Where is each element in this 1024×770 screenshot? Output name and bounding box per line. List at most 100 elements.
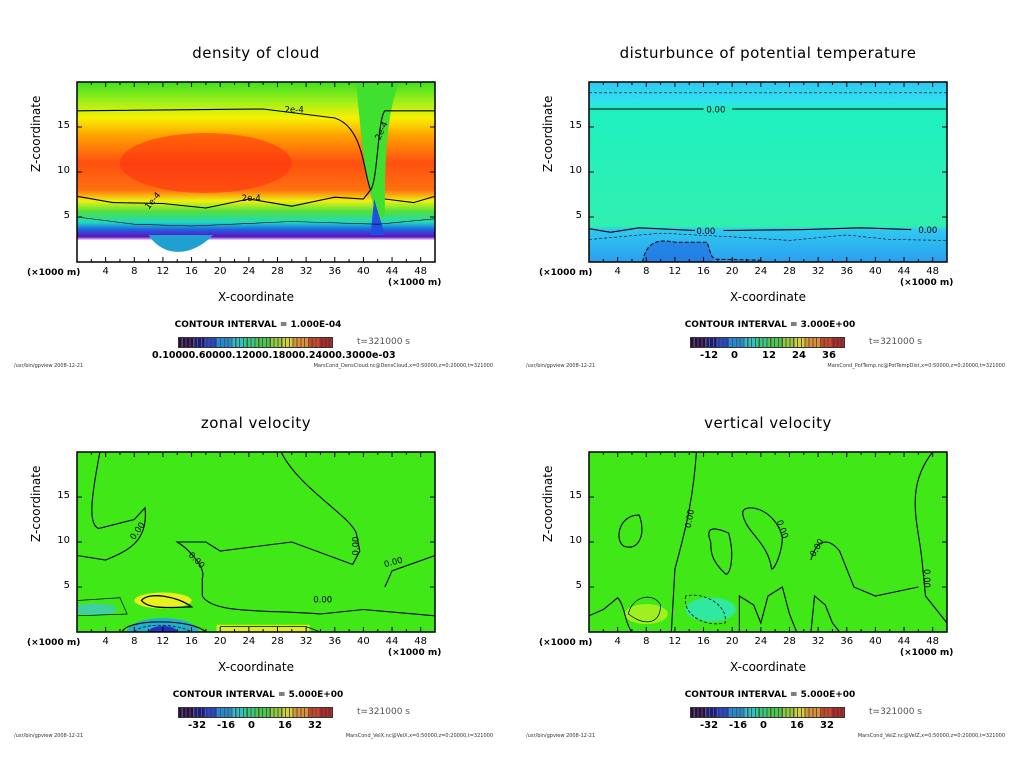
x-tick-label: 48	[926, 266, 940, 277]
heatmap-field	[589, 82, 947, 262]
field-group: 0.00 0.00 0.00	[589, 82, 947, 262]
heatmap-svg: 0.00 0.00 0.00	[588, 81, 948, 263]
chart-title: density of cloud	[192, 44, 320, 62]
contour-line-dashed	[684, 594, 726, 625]
footer-program: /usr/bin/gpview 2008-12-21	[14, 733, 84, 739]
field-patch	[77, 603, 117, 616]
field-group: 0.000.000.000.00	[589, 452, 947, 632]
contour-line	[708, 528, 733, 575]
chart-title: zonal velocity	[200, 414, 312, 432]
contour-label: 2e-4	[242, 194, 261, 204]
x-tick-label: 16	[697, 266, 710, 277]
x-tick-label: 40	[357, 266, 370, 277]
x-tick-label: 4	[102, 266, 109, 277]
contour-line	[670, 452, 697, 632]
plot-area: 0.00 0.00 0.00	[588, 81, 948, 263]
x-axis-label: X-coordinate	[730, 660, 806, 674]
y-tick-label: 5	[575, 580, 582, 591]
colorbar-labels: -32 -16 0 16 32	[160, 720, 360, 732]
chart-title: disturbunce of potential temperature	[619, 44, 917, 62]
x-tick-label: 48	[414, 266, 428, 277]
x-tick-label: 44	[897, 266, 911, 277]
contour-label: 0.00	[351, 537, 361, 556]
heatmap-svg: 0.000.000.000.00	[588, 451, 948, 633]
y-tick-label: 15	[569, 120, 582, 131]
x-tick-label: 12	[156, 636, 170, 647]
x-axis-label: X-coordinate	[730, 290, 806, 304]
contour-line	[384, 554, 435, 588]
contour-line	[723, 227, 912, 232]
contour-line-dashed	[133, 624, 192, 632]
heatmap-field	[77, 452, 435, 632]
colorbar-tick-label: 24	[792, 350, 806, 361]
heatmap-svg: 0.000.000.000.000.00	[76, 451, 436, 633]
chart-panel: zonal velocity 0.00 0.00 0.00 0.00 0.00 4 8 12 16…	[0, 400, 512, 770]
x-tick-label: 44	[385, 266, 399, 277]
x-tick-label: 36	[328, 266, 342, 277]
x-tick-label: 28	[271, 266, 284, 277]
contour-interval: CONTOUR INTERVAL = 5.000E+00	[684, 690, 856, 700]
x-tick-label: 36	[328, 636, 342, 647]
x-tick-label: 28	[271, 636, 284, 647]
plot-area: 0.00 0.00 0.00 0.00 0.00	[76, 451, 436, 633]
contour-line	[77, 597, 128, 617]
colorbar-tick-label: 32	[308, 720, 322, 731]
heatmap-field	[589, 452, 947, 632]
y-axis-label: Z-coordinate	[29, 95, 43, 172]
colorbar-tick-label: 0.10000.60000.12000.18000.24000.3000e-03	[152, 350, 396, 361]
footer-program: /usr/bin/gpview 2008-12-21	[526, 363, 596, 369]
contour-line-dashed	[589, 232, 947, 241]
x-tick-label: 8	[131, 636, 138, 647]
contour-label: 0.00	[918, 226, 937, 236]
contour-line	[77, 452, 146, 561]
y-unit-label: (×1000 m)	[27, 638, 81, 648]
time-stamp: t=321000 s	[869, 707, 922, 717]
colorbar	[690, 707, 845, 718]
field-group: 2e-42e-42e-41e-4	[77, 82, 435, 262]
field-downdraft	[685, 597, 736, 622]
contour-line	[627, 596, 661, 623]
field-blob	[119, 133, 292, 193]
y-tick-label: 5	[63, 210, 70, 221]
y-axis-label: Z-coordinate	[541, 95, 555, 172]
x-tick-label: 8	[131, 266, 138, 277]
x-tick-label: 12	[156, 266, 170, 277]
colorbar-labels: 0.10000.60000.12000.18000.24000.3000e-03	[152, 350, 396, 362]
contour-line	[77, 189, 371, 209]
field-group: 0.000.000.000.000.00	[77, 452, 435, 632]
x-tick-label: 40	[869, 266, 882, 277]
x-tick-label: 32	[811, 266, 825, 277]
x-tick-label: 4	[102, 636, 109, 647]
x-tick-label: 16	[697, 636, 710, 647]
chart-panel: disturbunce of potential temperature 0.00…	[512, 30, 1024, 400]
colorbar	[178, 337, 333, 348]
colorbar-labels: -32 -16 0 16 32	[672, 720, 872, 732]
x-tick-label: 48	[414, 636, 428, 647]
field-pocket	[148, 235, 214, 252]
contour-label: 0.00	[383, 556, 404, 571]
y-tick-label: 5	[575, 210, 582, 221]
field-cold-pool	[642, 240, 715, 262]
chart-title: vertical velocity	[704, 414, 832, 432]
contour-line	[77, 216, 435, 227]
colorbar-tick-label: -12	[700, 350, 719, 361]
plot-area: 2e-4 2e-4 2e-4 1e-4	[76, 81, 436, 263]
x-tick-label: 20	[213, 266, 227, 277]
colorbar-tick-label: 16	[790, 720, 804, 731]
footer-source: MarsCond_DensCloud.nc@DensCloud,x=0:5000…	[313, 363, 493, 369]
x-tick-label: 32	[299, 636, 313, 647]
x-tick-label: 8	[643, 636, 650, 647]
contour-line	[618, 514, 643, 548]
x-axis-label: X-coordinate	[218, 290, 294, 304]
x-unit-label: (×1000 m)	[900, 278, 954, 288]
contour-label: 0.00	[706, 106, 725, 116]
y-tick-label: 15	[57, 490, 70, 501]
x-unit-label: (×1000 m)	[388, 278, 442, 288]
y-unit-label: (×1000 m)	[27, 268, 81, 278]
x-tick-label: 24	[242, 266, 256, 277]
y-unit-label: (×1000 m)	[539, 268, 593, 278]
colorbar-tick-label: -16	[729, 720, 748, 731]
colorbar-tick-label: 16	[278, 720, 292, 731]
y-tick-label: 15	[569, 490, 582, 501]
y-axis-label: Z-coordinate	[541, 465, 555, 542]
